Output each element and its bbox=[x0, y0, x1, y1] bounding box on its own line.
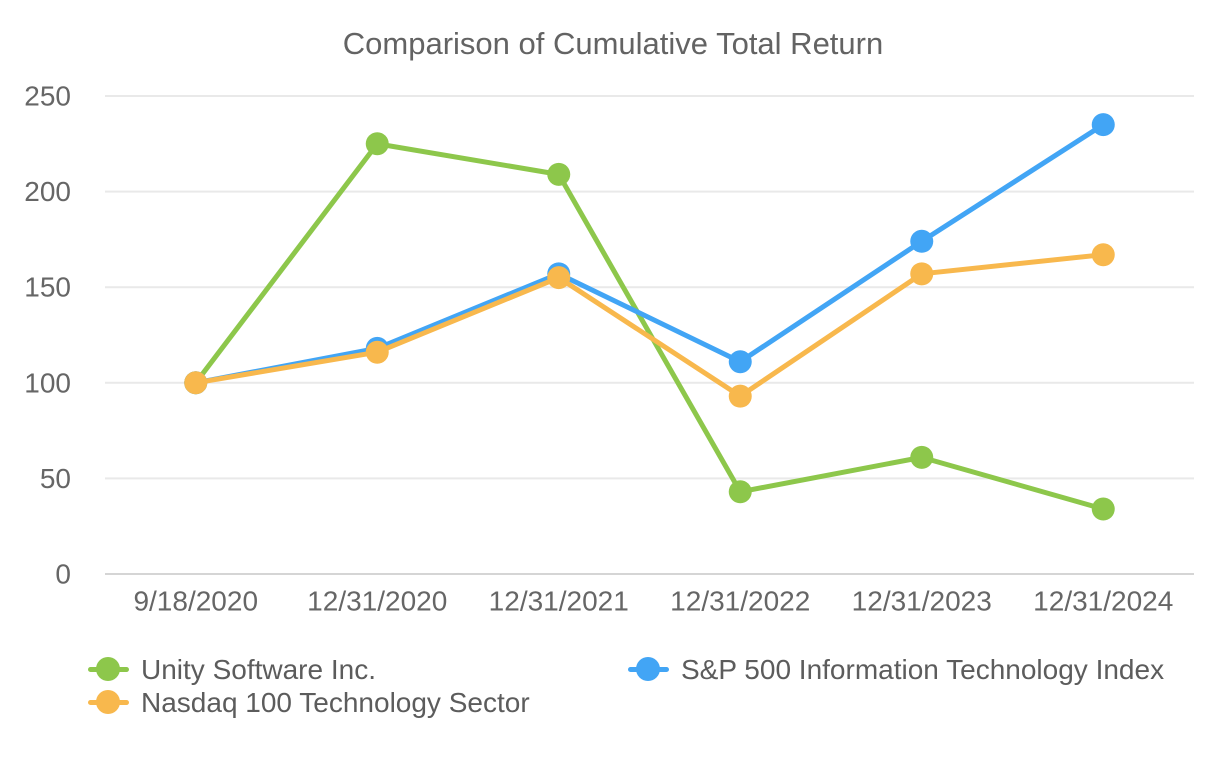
data-point-marker bbox=[1091, 497, 1115, 521]
series-line-0 bbox=[193, 141, 1106, 512]
legend-marker-icon bbox=[88, 657, 129, 681]
data-point-marker bbox=[365, 132, 389, 156]
x-tick-label: 12/31/2020 bbox=[307, 586, 447, 617]
data-point-marker bbox=[547, 162, 571, 186]
x-tick-label: 12/31/2021 bbox=[489, 586, 629, 617]
legend-label: Unity Software Inc. bbox=[141, 653, 376, 685]
x-tick-label: 12/31/2024 bbox=[1033, 586, 1173, 617]
legend: Unity Software Inc. S&P 500 Information … bbox=[88, 653, 1178, 719]
data-point-marker bbox=[910, 262, 934, 286]
data-point-marker bbox=[728, 350, 752, 374]
x-tick-label: 9/18/2020 bbox=[133, 586, 258, 617]
data-point-marker bbox=[547, 266, 571, 290]
data-point-marker bbox=[728, 384, 752, 408]
series-line-1 bbox=[193, 122, 1106, 386]
series-line-2 bbox=[193, 252, 1106, 399]
data-point-marker bbox=[910, 229, 934, 253]
data-point-marker bbox=[910, 445, 934, 469]
legend-marker-icon bbox=[88, 690, 129, 714]
y-tick-label: 100 bbox=[24, 367, 71, 398]
x-tick-label: 12/31/2023 bbox=[852, 586, 992, 617]
data-point-marker bbox=[365, 340, 389, 364]
plot-area: 0 50 100 150 200 250 9/18/2020 12/31/2020 12/31/… bbox=[24, 81, 1194, 617]
y-tick-label: 200 bbox=[24, 176, 71, 207]
legend-label: S&P 500 Information Technology Index bbox=[681, 653, 1165, 685]
data-point-marker bbox=[184, 371, 208, 395]
y-tick-label: 150 bbox=[24, 272, 71, 303]
legend-item-sp500-it-index: S&P 500 Information Technology Index bbox=[628, 653, 1178, 686]
data-point-marker bbox=[1091, 113, 1115, 137]
data-point-marker bbox=[1091, 243, 1115, 267]
chart-title: Comparison of Cumulative Total Return bbox=[342, 26, 884, 61]
x-tick-label: 12/31/2022 bbox=[670, 586, 810, 617]
y-tick-label: 50 bbox=[40, 463, 71, 494]
legend-item-unity-software: Unity Software Inc. bbox=[88, 653, 628, 686]
y-tick-label: 250 bbox=[24, 81, 71, 112]
legend-marker-icon bbox=[628, 657, 669, 681]
y-tick-label: 0 bbox=[55, 559, 71, 590]
data-point-marker bbox=[728, 480, 752, 504]
legend-label: Nasdaq 100 Technology Sector bbox=[141, 686, 530, 718]
legend-item-nasdaq-100-tech: Nasdaq 100 Technology Sector bbox=[88, 686, 628, 719]
